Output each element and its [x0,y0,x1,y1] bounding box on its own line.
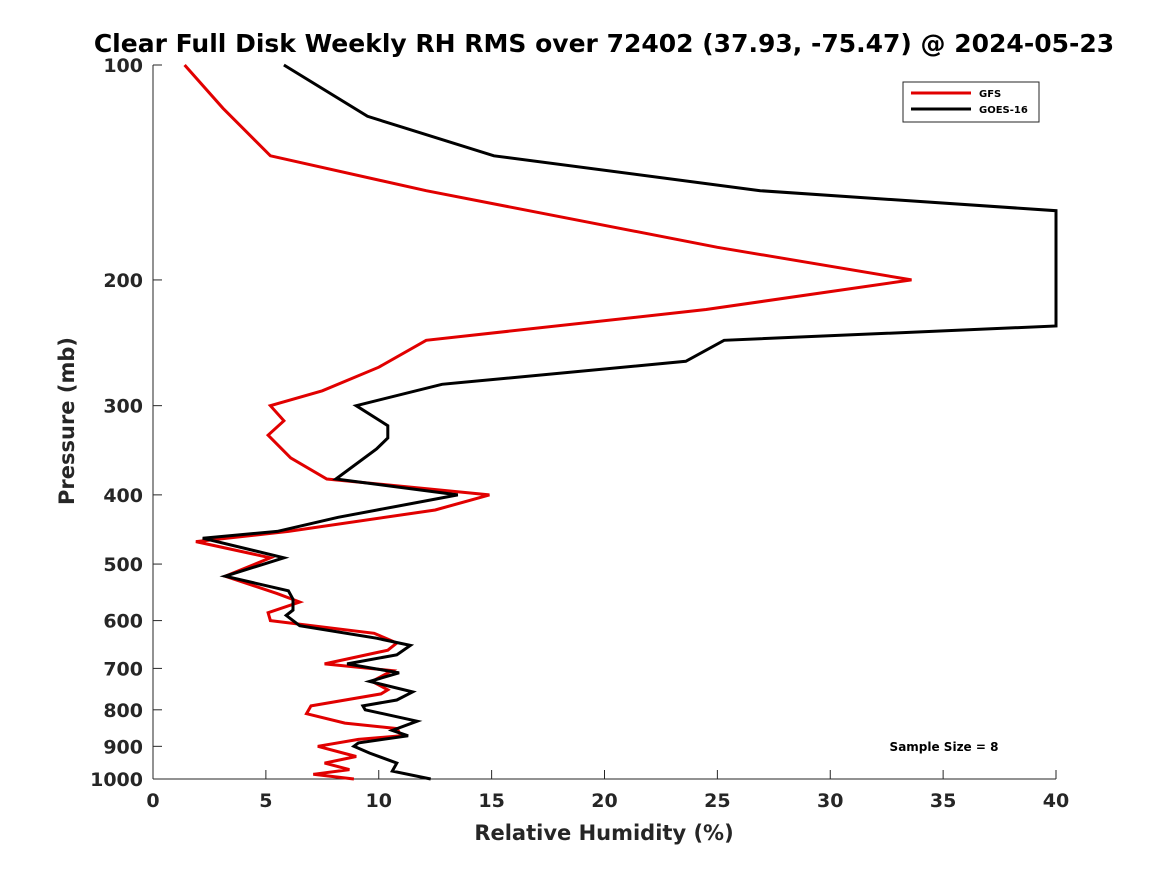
legend-label: GFS [979,89,1001,100]
x-tick-label: 20 [591,790,617,812]
y-tick-label: 400 [103,485,143,507]
y-tick-label: 700 [103,658,143,680]
y-tick-label: 200 [103,270,143,292]
legend-label: GOES-16 [979,105,1028,116]
x-tick-label: 5 [259,790,272,812]
y-tick-label: 800 [103,700,143,722]
y-axis-label: Pressure (mb) [55,337,79,505]
x-tick-label: 30 [817,790,843,812]
x-tick-label: 0 [146,790,159,812]
y-tick-label: 500 [103,554,143,576]
x-axis-label: Relative Humidity (%) [474,821,733,845]
y-tick-label: 300 [103,396,143,418]
x-tick-label: 15 [478,790,504,812]
legend: GFS GOES-16 [902,81,1040,123]
y-tick-label: 600 [103,611,143,633]
y-tick-label: 900 [103,736,143,758]
x-tick-label: 40 [1043,790,1069,812]
y-tick-label: 1000 [90,769,143,791]
sample-size-annotation: Sample Size = 8 [890,740,999,754]
series-line-gfs [183,64,912,781]
x-tick-label: 35 [930,790,956,812]
series-line-goes-16 [202,63,1058,781]
series-layer [183,63,1058,781]
legend-box [902,81,1040,123]
y-tick-label: 100 [103,55,143,77]
axes: 0 5 10 15 20 25 30 35 40 100 200 300 400 500 600 700 800… [90,55,1069,812]
chart-title: Clear Full Disk Weekly RH RMS over 72402… [94,29,1114,58]
x-tick-label: 25 [704,790,730,812]
x-tick-label: 10 [366,790,392,812]
